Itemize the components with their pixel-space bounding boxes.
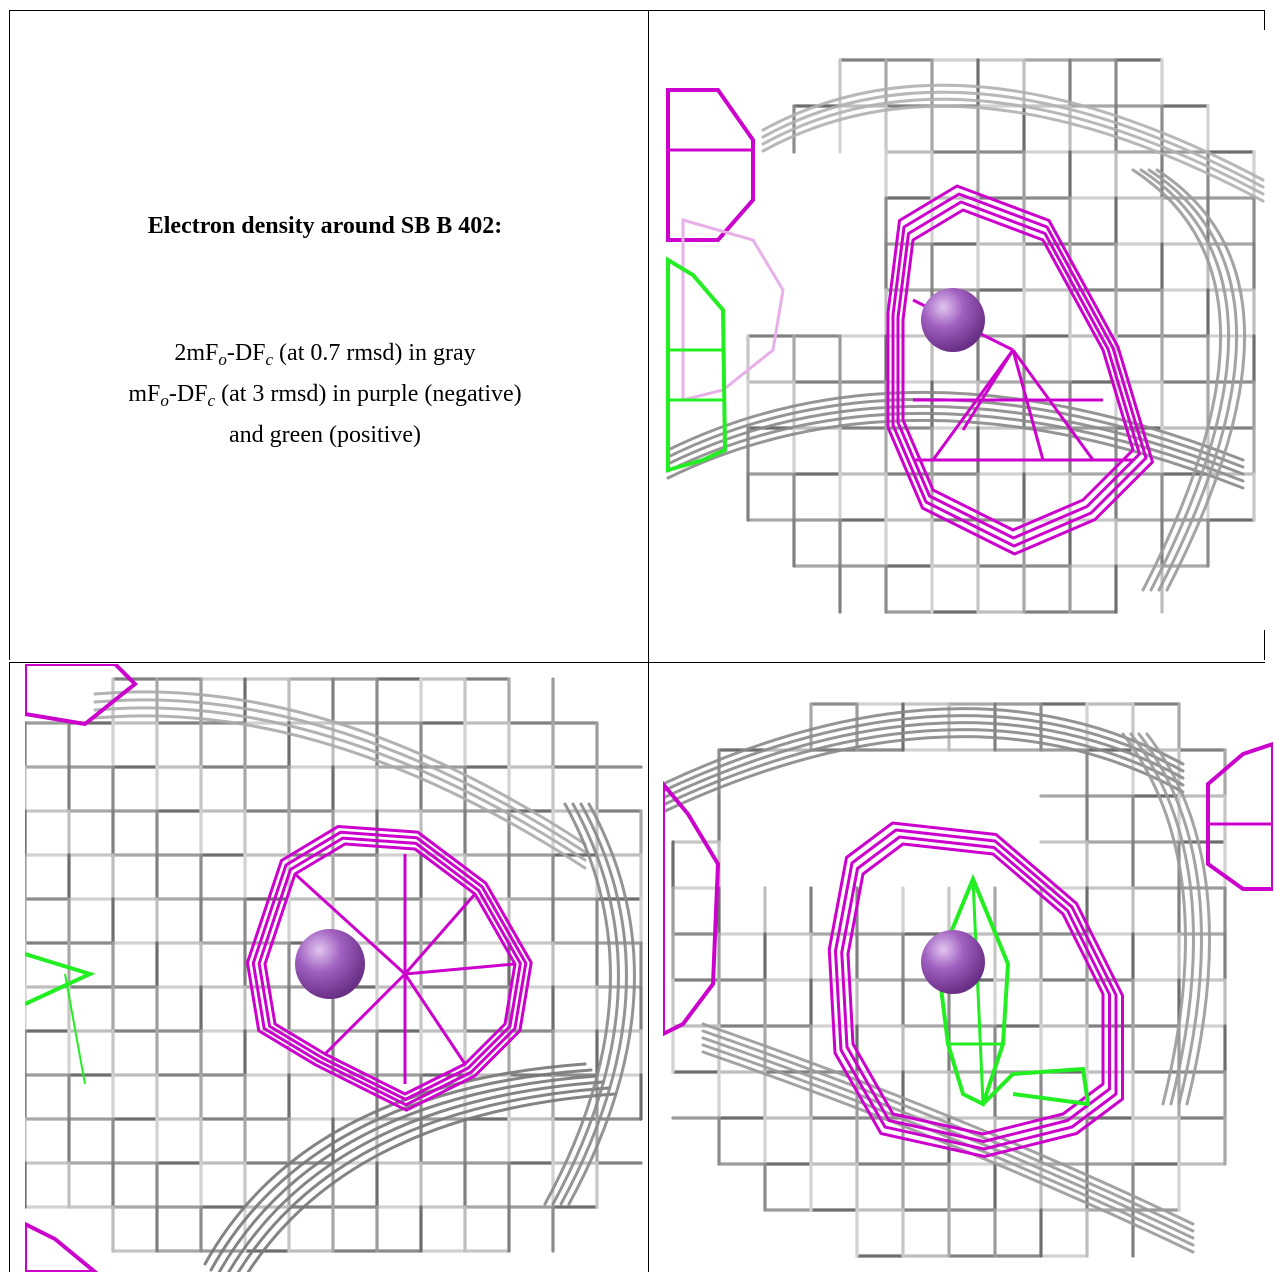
gray-mesh-curve <box>1129 732 1195 1106</box>
gray-mesh-curve <box>663 735 1185 814</box>
purple-mesh-block <box>663 780 721 1037</box>
purple-mesh-spoke <box>403 893 477 975</box>
gray-mesh-curve <box>543 802 612 1206</box>
purple-mesh-loop <box>891 192 1148 548</box>
caption-cell: Electron density around SB B 402: 2mFo-D… <box>20 18 630 658</box>
density-view-2 <box>25 664 645 1272</box>
gray-mesh-curve <box>666 404 1245 476</box>
green-mesh-block <box>666 256 728 473</box>
purple-mesh-spoke <box>1011 349 1045 461</box>
green-mesh-edge <box>971 878 985 1105</box>
density-render-2 <box>25 664 643 1272</box>
gray-mesh-curve <box>663 721 1185 800</box>
purple-mesh-loop <box>834 828 1118 1151</box>
green-mesh-edge <box>981 1066 1091 1107</box>
density-render-1 <box>666 58 1265 614</box>
gray-mesh-curve <box>227 1080 605 1272</box>
green-mesh-block <box>25 952 96 1006</box>
density-render-3 <box>663 702 1273 1258</box>
gray-mesh-curve <box>1139 168 1231 592</box>
gray-mesh-curve <box>701 1050 1195 1254</box>
gray-mesh-curve <box>246 1092 617 1272</box>
gray-mesh-curve <box>761 97 1265 196</box>
gray-mesh-curve <box>93 714 587 870</box>
caption-legend: 2mFo-DFc (at 0.7 rmsd) in gray mFo-DFc (… <box>20 336 630 452</box>
gray-mesh-curve <box>701 1029 1195 1233</box>
purple-mesh-loop <box>846 842 1105 1136</box>
purple-mesh-block <box>1206 741 1273 891</box>
purple-mesh-loop <box>263 842 517 1096</box>
purple-mesh-faded <box>681 218 785 402</box>
frame-top <box>9 10 1265 11</box>
gray-mesh-curve <box>559 802 628 1206</box>
purple-mesh-loop <box>245 824 533 1112</box>
purple-mesh-loop <box>896 200 1141 540</box>
purple-mesh-spoke <box>1011 349 1095 461</box>
caption-title: Electron density around SB B 402: <box>147 213 503 239</box>
gray-mesh-curve <box>761 104 1265 203</box>
purple-mesh-spoke <box>404 962 516 976</box>
purple-mesh-loop <box>257 836 522 1101</box>
sb-atom-sphere <box>295 929 365 999</box>
purple-mesh-block <box>25 1221 99 1272</box>
purple-mesh-loop <box>886 184 1154 556</box>
gray-mesh-curve <box>761 83 1265 182</box>
green-mesh-edge <box>64 973 86 1085</box>
purple-mesh-loop <box>827 821 1124 1158</box>
gray-mesh-curve <box>701 1036 1195 1240</box>
gray-mesh-curve <box>217 1074 599 1272</box>
gray-mesh-curve <box>701 1022 1195 1226</box>
frame-middle <box>648 10 649 1272</box>
gray-mesh-curve <box>93 706 587 862</box>
gray-mesh-curve <box>93 698 587 854</box>
gray-mesh-curve <box>236 1086 611 1272</box>
purple-mesh-block <box>666 88 755 242</box>
gray-mesh-curve <box>1121 732 1187 1106</box>
gray-mesh-curve <box>1137 732 1203 1106</box>
gray-mesh-curve <box>1131 168 1223 592</box>
gray-mesh-curve <box>209 1068 593 1272</box>
gray-mesh-curve <box>93 690 587 846</box>
purple-mesh-spoke <box>931 349 1015 461</box>
purple-mesh-loop <box>251 830 528 1107</box>
frame-left-bottom <box>9 662 10 1272</box>
frame-horizontal <box>9 662 1265 663</box>
sb-atom-sphere <box>921 288 985 352</box>
frame-left <box>9 10 10 660</box>
gray-mesh-curve <box>567 802 636 1206</box>
legend-line-purple: mFo-DFc (at 3 rmsd) in purple (negative) <box>128 381 522 410</box>
gray-mesh-curve <box>663 714 1185 793</box>
legend-line-gray: 2mFo-DFc (at 0.7 rmsd) in gray <box>174 340 476 369</box>
gray-mesh-curve <box>663 728 1185 807</box>
purple-mesh-spoke <box>403 973 467 1065</box>
gray-mesh-curve <box>663 707 1185 786</box>
gray-mesh-curve <box>761 90 1265 189</box>
gray-mesh-curve <box>666 411 1245 483</box>
gray-mesh-curve <box>203 1062 587 1266</box>
sb-atom-sphere <box>921 930 985 994</box>
gray-mesh-curve <box>701 1043 1195 1247</box>
purple-mesh-block <box>25 664 138 727</box>
gray-mesh-curve <box>666 390 1245 462</box>
gray-mesh-curve <box>551 802 620 1206</box>
purple-mesh-spoke <box>293 872 407 976</box>
gray-mesh-curve <box>1155 168 1247 592</box>
density-view-1 <box>663 30 1273 630</box>
legend-line-green: and green (positive) <box>229 422 421 448</box>
purple-mesh-loop <box>901 208 1135 532</box>
purple-mesh-spoke <box>323 972 407 1056</box>
density-view-3 <box>663 664 1273 1272</box>
gray-mesh-curve <box>1145 732 1211 1106</box>
gray-mesh-curve <box>1147 168 1239 592</box>
